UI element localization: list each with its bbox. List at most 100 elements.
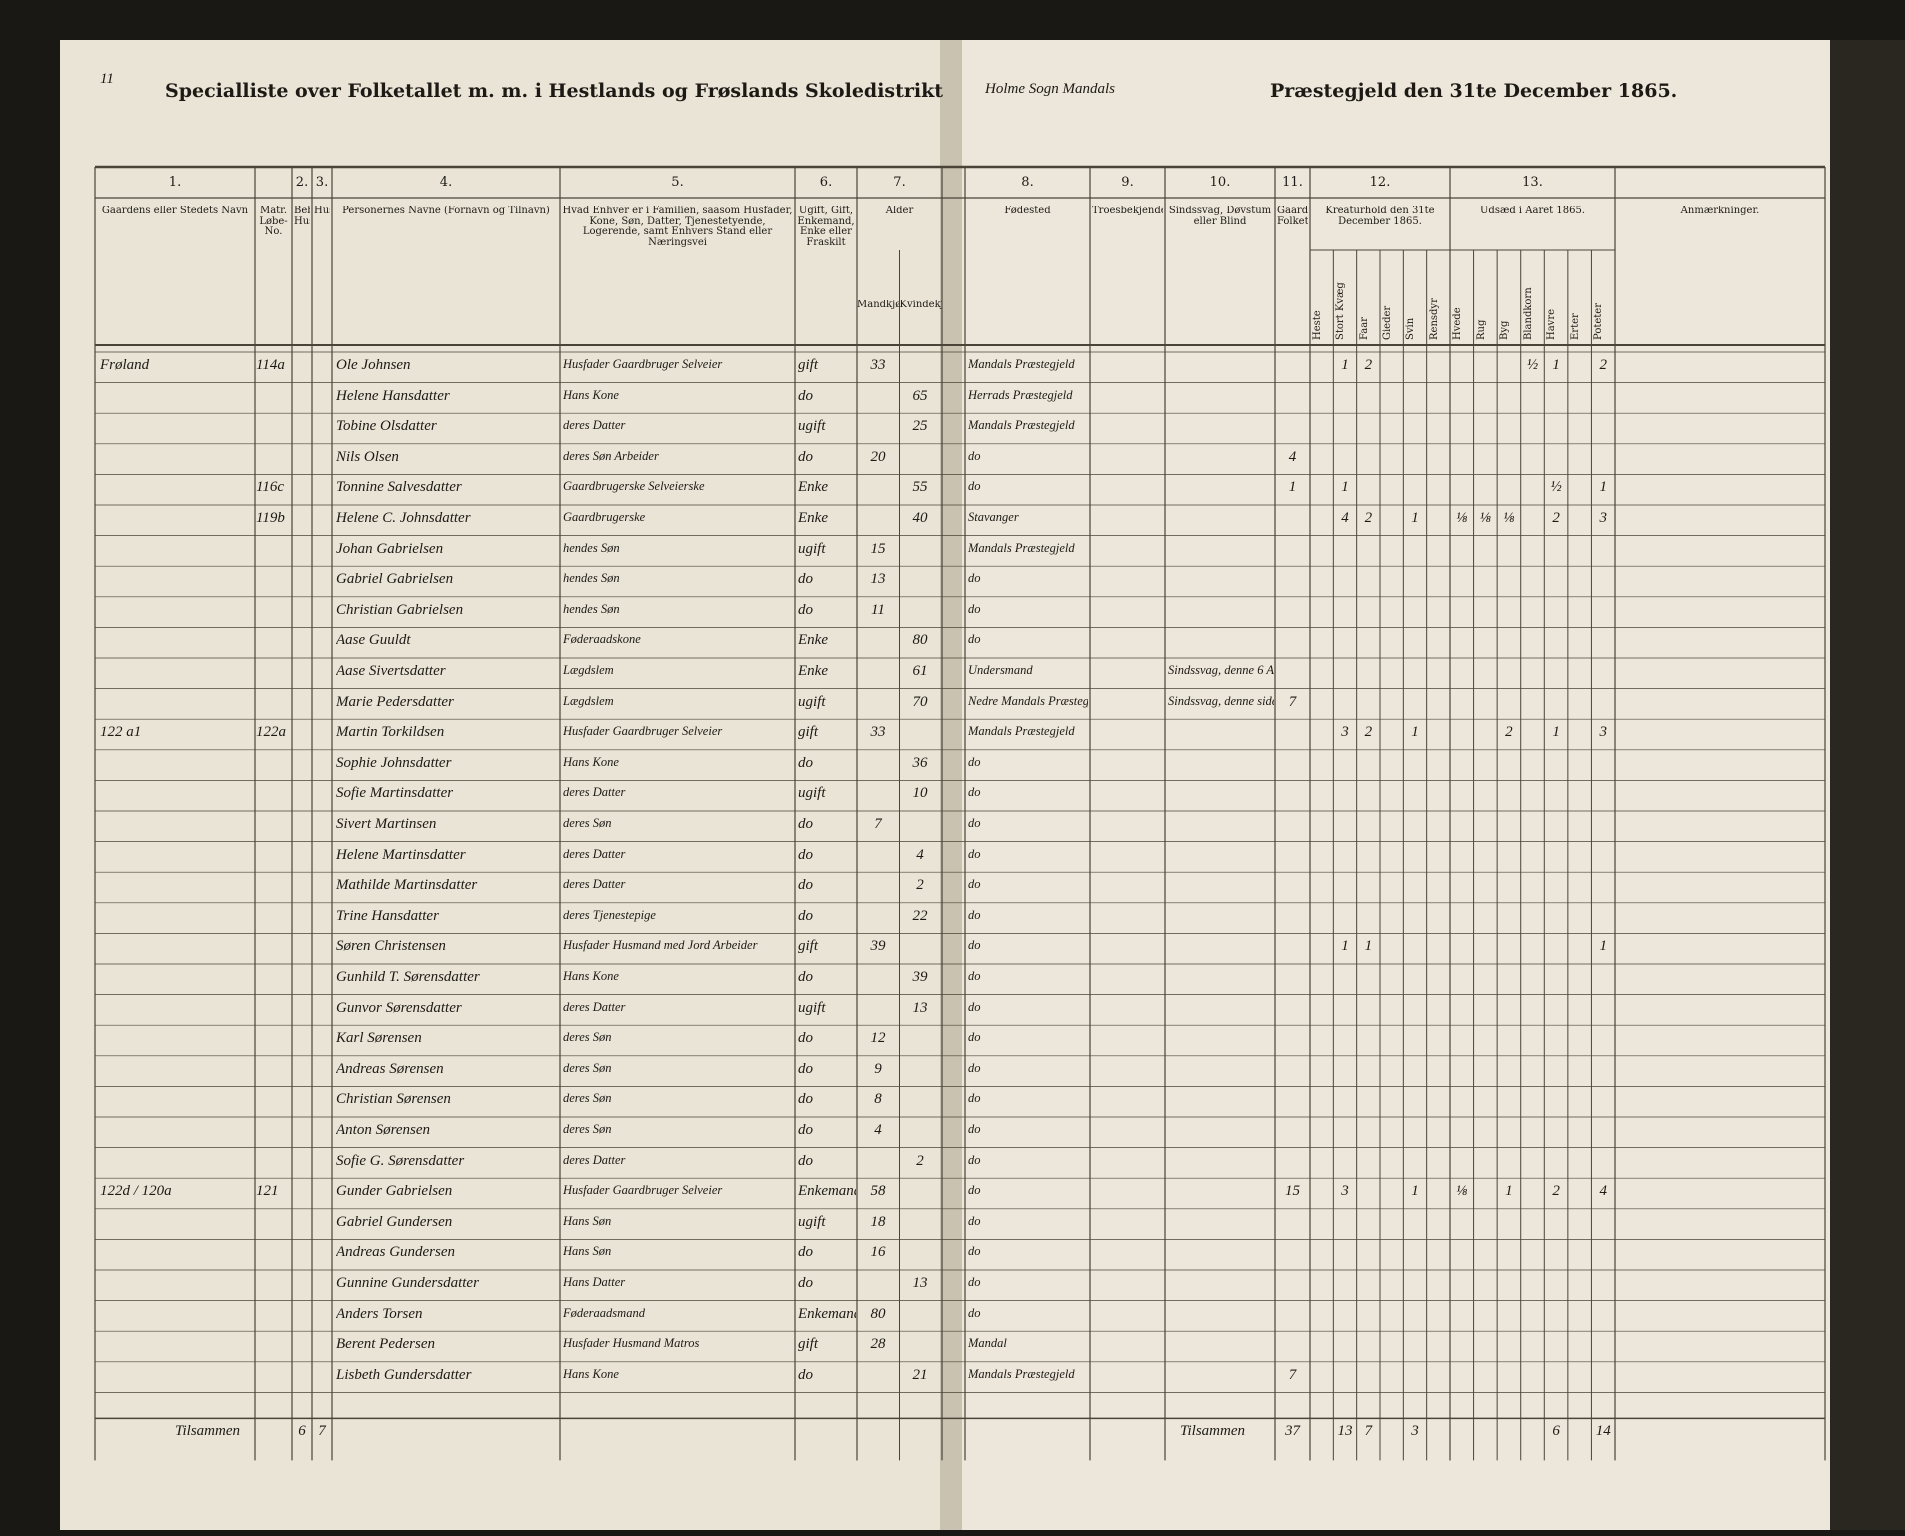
sub-header: Heste [1312,310,1323,340]
cell-birthplace: do [968,1092,981,1106]
cell-folk: 7 [1288,694,1297,710]
cell-name: Aase Sivertsdatter [336,664,446,679]
cell-folk: 4 [1288,449,1297,465]
cell-age-m: 80 [870,1306,886,1322]
cell-birthplace: do [968,1061,981,1075]
cell-status: do [798,449,813,465]
cell-age-f: 70 [912,694,928,710]
cell-age-f: 36 [912,755,928,771]
cell-birthplace: Mandals Præstegjeld [968,541,1075,555]
cell-position: deres Datter [563,1000,626,1014]
column-number: 4. [439,175,453,190]
cell-status: do [798,878,813,894]
cell-position: Husfader Gaardbruger Selveier [563,725,723,739]
cell-position: deres Datter [563,786,626,800]
column-number: 12. [1369,175,1391,190]
cell-position: deres Søn [563,1123,612,1136]
column-number: 10. [1209,175,1231,190]
stock-value: ⅛ [1456,1184,1468,1200]
age-header: Kvindekjøn [899,300,942,310]
stock-value: 2 [1552,1184,1560,1200]
total-value: 3 [1411,1424,1419,1440]
cell-status: ugift [798,419,826,435]
column-number: 2. [295,175,309,190]
total-value: 7 [1364,1424,1373,1440]
cell-position: deres Datter [563,1153,626,1167]
cell-status: do [798,602,813,618]
sub-header: Rug [1475,319,1487,340]
cell-position: deres Søn [563,1092,612,1106]
cell-birthplace: Mandals Præstegjeld [968,725,1075,739]
sub-header: Svin [1405,317,1417,340]
stock-value: 3 [1341,1184,1349,1200]
total-value: 6 [298,1424,306,1440]
column-header: Alder [885,206,914,216]
left-page [60,40,950,1530]
cell-age-m: 39 [870,939,886,955]
column-header: Ugift, Gift, Enkemand, Enke eller Fraski… [797,206,855,248]
cell-status: ugift [798,694,826,710]
cell-position: Hans Søn [563,1245,612,1259]
cell-status: gift [798,358,819,373]
stock-value: ½ [1526,358,1539,373]
cell-status: Enke [798,664,828,679]
cell-status: do [798,1367,813,1383]
stock-value: 2 [1599,358,1607,373]
cell-age-m: 16 [870,1245,886,1261]
left-title: Specialliste over Folketallet m. m. i He… [165,80,944,102]
cell-status: ugift [798,1000,826,1016]
column-header: Fødested [1004,206,1051,216]
cell-age-m: 15 [870,541,886,557]
cell-position: Hans Kone [563,388,619,402]
cell-status: do [798,388,813,404]
cell-age-f: 39 [912,970,928,985]
cell-status: Enke [798,633,828,649]
cell-age-f: 25 [912,419,928,435]
column-number: 13. [1522,175,1543,190]
cell-name: Anton Sørensen [336,1123,431,1138]
cell-age-f: 21 [912,1367,928,1383]
cell-age-f: 13 [912,1000,928,1016]
cell-position: Hans Søn [563,1214,612,1228]
cell-birthplace: do [968,449,981,463]
cell-position: deres Søn [563,1031,612,1045]
column-header: Matr. Løbe-No. [259,206,288,237]
cell-name: Martin Torkildsen [336,725,445,741]
cell-age-f: 61 [912,664,928,679]
cell-matr: 116c [256,480,285,496]
cell-age-f: 4 [916,847,924,863]
cell-status: do [798,908,813,924]
cell-matr: 119b [256,511,285,526]
sub-header: Rensdyr [1428,298,1440,340]
cell-name: Johan Gabrielsen [336,541,444,557]
cell-folk: 15 [1285,1184,1300,1200]
cell-status: do [798,1123,813,1138]
cell-position: deres Søn [563,1061,612,1075]
cell-birthplace: do [968,1123,981,1136]
sub-header: Stort Kvæg [1335,282,1347,340]
cell-birthplace: Stavanger [968,511,1019,524]
cell-name: Sophie Johnsdatter [336,755,452,771]
column-header: Gaardens eller Stedets Navn [101,206,249,216]
cell-age-m: 33 [870,358,886,373]
cell-position: deres Søn Arbeider [563,449,659,463]
cell-age-m: 11 [871,602,885,618]
cell-age-m: 9 [874,1061,882,1077]
column-number: 3. [315,175,329,190]
column-header: Troesbekjendelse [1092,206,1163,216]
cell-status: Enke [798,511,828,526]
cell-position: Hans Datter [563,1276,626,1289]
cell-name: Andreas Sørensen [336,1061,444,1077]
gutter [940,40,962,1530]
cell-name: Tonnine Salvesdatter [336,480,462,496]
stock-value: ⅛ [1456,511,1468,526]
cell-position: deres Tjenestepige [563,908,656,922]
stock-value: ⅛ [1479,511,1491,526]
right-title: Præstegjeld den 31te December 1865. [1270,80,1678,102]
cell-position: Husfader Husmand Matros [563,1337,700,1351]
stock-value: 4 [1599,1184,1607,1200]
sub-header: Blandkorn [1522,287,1534,340]
cell-status: do [798,1153,813,1169]
cell-birthplace: do [968,970,981,983]
